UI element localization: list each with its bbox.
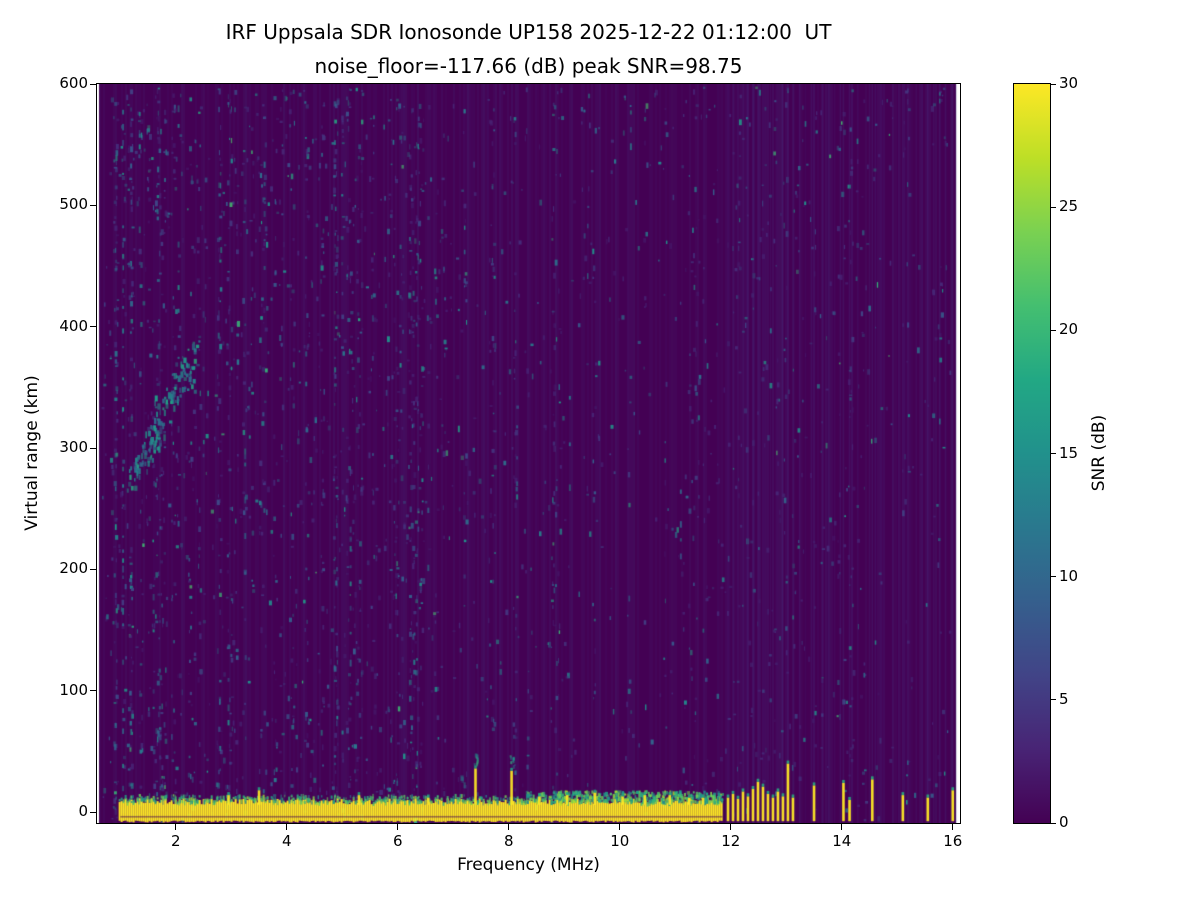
colorbar-tick-label: 25 <box>1059 197 1079 216</box>
ionogram-canvas <box>97 84 960 823</box>
title-line-1: IRF Uppsala SDR Ionosonde UP158 2025-12-… <box>225 20 832 44</box>
colorbar-tick-mark <box>1051 83 1056 85</box>
y-tick-mark <box>90 326 96 328</box>
x-tick-label: 16 <box>943 832 963 850</box>
x-tick-mark <box>286 824 288 830</box>
y-tick-label: 400 <box>59 316 88 335</box>
plot-area <box>96 83 961 824</box>
colorbar <box>1013 83 1051 824</box>
x-tick-label: 2 <box>171 832 181 850</box>
x-tick-mark <box>175 824 177 830</box>
x-axis-label: Frequency (MHz) <box>457 855 600 875</box>
colorbar-tick-label: 30 <box>1059 74 1079 92</box>
colorbar-tick-mark <box>1051 576 1056 578</box>
title-line-2: noise_floor=-117.66 (dB) peak SNR=98.75 <box>314 54 743 78</box>
x-tick-label: 10 <box>610 832 630 850</box>
x-tick-mark <box>397 824 399 830</box>
y-tick-label: 100 <box>59 680 88 699</box>
y-tick-label: 500 <box>59 195 88 214</box>
colorbar-tick-mark <box>1051 453 1056 454</box>
x-tick-mark <box>841 824 843 830</box>
x-tick-label: 14 <box>832 832 852 850</box>
x-tick-mark <box>508 824 510 830</box>
colorbar-tick-label: 0 <box>1059 813 1069 831</box>
x-tick-label: 6 <box>393 832 403 850</box>
colorbar-tick-label: 20 <box>1059 320 1079 339</box>
y-tick-mark <box>90 811 96 813</box>
colorbar-tick-mark <box>1051 329 1056 331</box>
x-tick-label: 12 <box>721 832 741 850</box>
y-tick-mark <box>90 83 96 85</box>
colorbar-tick-label: 15 <box>1059 443 1079 462</box>
x-tick-mark <box>619 824 621 830</box>
colorbar-tick-mark <box>1051 206 1056 208</box>
y-tick-mark <box>90 690 96 692</box>
colorbar-tick-label: 5 <box>1059 689 1069 708</box>
y-tick-label: 0 <box>78 802 88 821</box>
y-tick-mark <box>90 447 96 449</box>
x-tick-label: 4 <box>282 832 292 850</box>
colorbar-tick-mark <box>1051 822 1056 824</box>
y-tick-mark <box>90 568 96 570</box>
x-tick-mark <box>952 824 954 830</box>
y-axis-label: Virtual range (km) <box>22 375 42 531</box>
y-tick-label: 300 <box>59 438 88 457</box>
y-tick-label: 600 <box>59 74 88 92</box>
colorbar-tick-label: 10 <box>1059 566 1079 585</box>
y-tick-mark <box>90 204 96 206</box>
x-tick-label: 8 <box>504 832 514 850</box>
x-tick-mark <box>730 824 732 830</box>
colorbar-tick-mark <box>1051 699 1056 701</box>
y-tick-label: 200 <box>59 559 88 578</box>
